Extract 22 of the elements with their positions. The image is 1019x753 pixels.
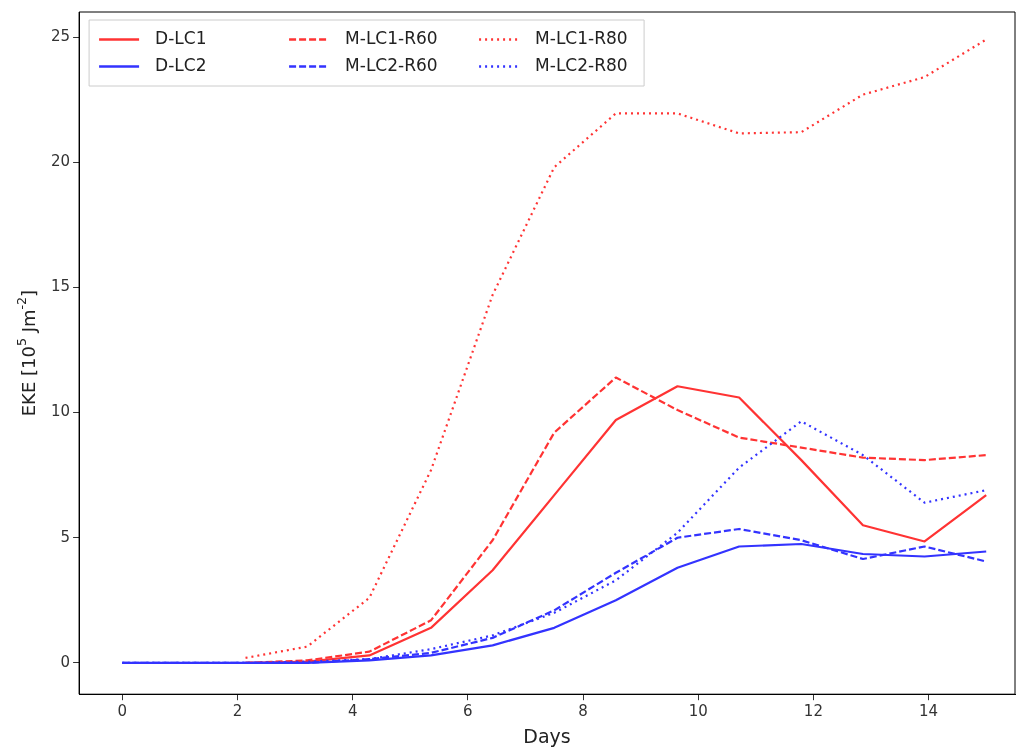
y-axis-title: EKE [105 Jm-2]	[14, 289, 39, 417]
legend-label: M-LC1-R80	[535, 27, 628, 48]
y-tick-label: 15	[50, 277, 71, 296]
x-tick-label: 0	[117, 702, 128, 721]
legend-label: M-LC1-R60	[345, 27, 438, 48]
y-tick-label: 20	[50, 152, 71, 171]
y-tick-label: 5	[60, 527, 71, 546]
x-tick-label: 2	[232, 702, 243, 721]
legend-label: M-LC2-R80	[535, 54, 628, 75]
y-tick-label: 0	[60, 652, 71, 671]
legend-label: M-LC2-R60	[345, 54, 438, 75]
x-tick-label: 10	[688, 702, 708, 721]
x-tick-label: 4	[347, 702, 358, 721]
x-tick-label: 8	[578, 702, 588, 721]
x-tick-label: 6	[463, 702, 473, 721]
y-tick-label: 25	[50, 26, 71, 45]
x-axis-title: Days	[523, 724, 571, 747]
y-tick-label: 10	[50, 402, 71, 421]
legend-label: D-LC1	[155, 27, 207, 48]
x-tick-label: 12	[803, 702, 823, 721]
legend-label: D-LC2	[155, 54, 207, 75]
x-tick-label: 14	[919, 702, 939, 721]
